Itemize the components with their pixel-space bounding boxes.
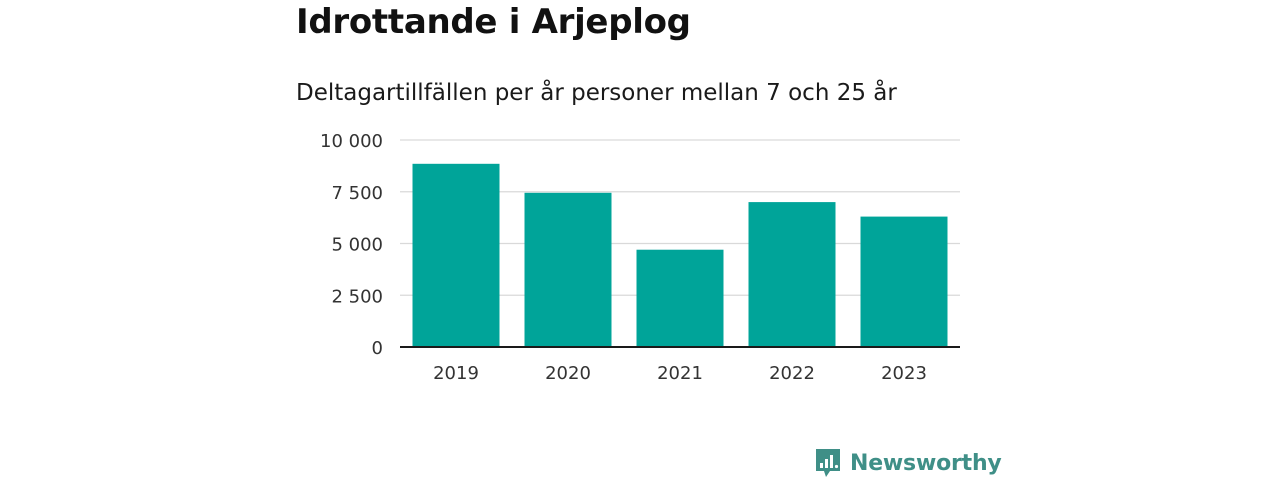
bar-2023 [860, 216, 948, 347]
bar-2019 [412, 163, 500, 347]
y-tick-label: 5 000 [331, 235, 383, 256]
x-tick-label: 2022 [769, 363, 815, 384]
newsworthy-logo-icon [816, 449, 840, 477]
bar-2022 [748, 202, 836, 347]
y-tick-label: 2 500 [331, 286, 383, 307]
chart-title: Idrottande i Arjeplog [296, 2, 691, 42]
x-tick-label: 2019 [433, 363, 479, 384]
x-tick-label: 2020 [545, 363, 591, 384]
y-tick-label: 7 500 [331, 183, 383, 204]
chart-subtitle: Deltagartillfällen per år personer mella… [296, 80, 897, 106]
bar-2021 [636, 249, 724, 347]
y-tick-label: 10 000 [320, 131, 383, 152]
x-tick-label: 2021 [657, 363, 703, 384]
x-tick-label: 2023 [881, 363, 927, 384]
bar-2020 [524, 192, 612, 347]
newsworthy-logo: Newsworthy [814, 446, 1002, 480]
newsworthy-logo-text: Newsworthy [850, 450, 1002, 476]
y-tick-label: 0 [372, 338, 383, 359]
